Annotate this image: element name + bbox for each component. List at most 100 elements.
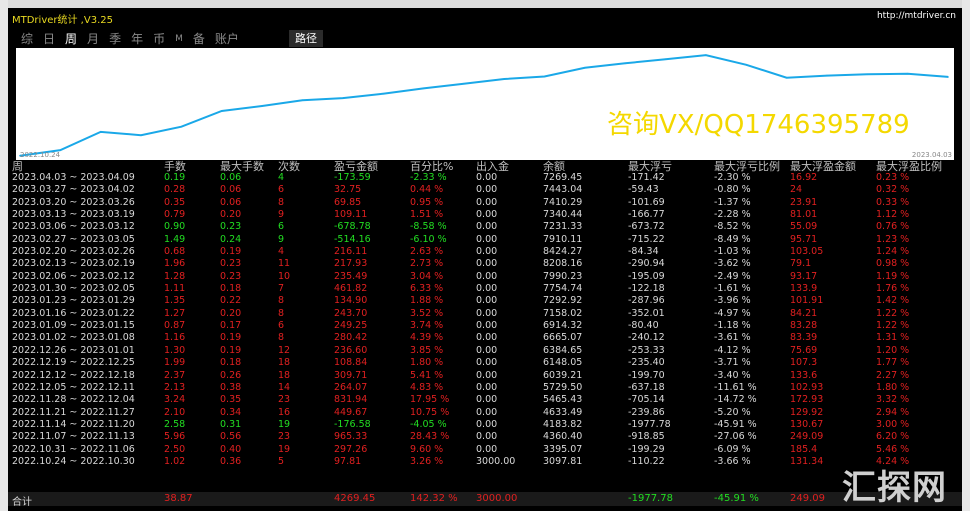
- cell-week: 2023.04.03 ~ 2023.04.09: [12, 172, 135, 183]
- cell-lots: 0.68: [164, 246, 186, 258]
- cell-max_lots: 0.17: [220, 320, 242, 332]
- chart-end-date: 2023.04.03: [911, 151, 952, 159]
- table-header: 周 手数 最大手数 次数 盈亏金额 百分比% 出入金 余额 最大浮亏 最大浮亏比例 最大浮盈金额 最大…: [8, 158, 962, 173]
- cell-week: 2022.12.26 ~ 2023.01.01: [12, 344, 135, 356]
- footer-pl: 4269.45: [334, 493, 376, 504]
- tab-4[interactable]: 季: [109, 32, 122, 46]
- cell-week: 2022.11.07 ~ 2022.11.13: [12, 431, 135, 443]
- cell-io: 0.00: [476, 233, 498, 245]
- cell-lots: 0.79: [164, 209, 186, 221]
- weekly-table-body: 2023.04.03 ~ 2023.04.09 0.19 0.06 4 -173.59 -…: [8, 172, 962, 468]
- cell-pct: 1.51 %: [410, 209, 444, 221]
- cell-mddp: -2.28 %: [714, 209, 751, 221]
- tab-5[interactable]: 年: [131, 32, 144, 46]
- cell-mddp: -3.66 %: [714, 455, 751, 467]
- cell-mdd: -235.40: [628, 357, 665, 369]
- cell-max_lots: 0.36: [220, 455, 242, 467]
- cell-mdd: -290.94: [628, 258, 665, 270]
- cell-week: 2023.02.06 ~ 2023.02.12: [12, 270, 135, 282]
- cell-mfep: 1.77 %: [876, 357, 910, 369]
- website-link[interactable]: http://mtdriver.cn: [876, 11, 956, 21]
- cell-io: 0.00: [476, 295, 498, 307]
- cell-bal: 7231.33: [543, 221, 583, 233]
- cell-mfep: 1.19 %: [876, 270, 910, 282]
- cell-pl: 449.67: [334, 406, 368, 418]
- equity-point: [140, 134, 142, 137]
- cell-lots: 0.28: [164, 184, 186, 196]
- cell-mddp: -8.49 %: [714, 233, 751, 245]
- footer-max-float-profit: 249.09: [790, 493, 825, 504]
- cell-pct: 1.88 %: [410, 295, 444, 307]
- cell-mddp: -3.71 %: [714, 357, 751, 369]
- equity-point: [866, 73, 869, 76]
- tab-3[interactable]: 月: [87, 32, 100, 46]
- table-row: 2023.02.13 ~ 2023.02.19 1.96 0.23 11 217.93 2…: [8, 258, 962, 270]
- equity-point: [180, 125, 183, 128]
- cell-mddp: -14.72 %: [714, 394, 757, 406]
- cell-io: 0.00: [476, 270, 498, 282]
- cell-pct: 2.73 %: [410, 258, 444, 270]
- cell-max_lots: 0.20: [220, 209, 242, 221]
- cell-mfe: 131.34: [790, 455, 824, 467]
- cell-max_lots: 0.24: [220, 233, 242, 245]
- cell-pl: 235.49: [334, 270, 368, 282]
- cell-count: 6: [278, 320, 285, 332]
- cell-max_lots: 0.40: [220, 443, 242, 455]
- cell-lots: 0.19: [164, 172, 186, 183]
- cell-pl: 280.42: [334, 332, 368, 344]
- tab-9[interactable]: 账户: [214, 32, 239, 46]
- cell-mdd: -101.69: [628, 196, 665, 208]
- cell-bal: 6384.65: [543, 344, 583, 356]
- equity-point: [19, 154, 21, 157]
- equity-point: [301, 99, 304, 101]
- cell-mfe: 133.9: [790, 283, 818, 295]
- tab-2[interactable]: 周: [65, 32, 78, 46]
- table-row: 2022.12.26 ~ 2023.01.01 1.30 0.19 12 236.60 3…: [8, 345, 962, 357]
- cell-mdd: -199.70: [628, 369, 665, 381]
- cell-week: 2023.02.13 ~ 2023.02.19: [12, 258, 135, 270]
- cell-week: 2023.01.16 ~ 2023.01.22: [12, 307, 135, 319]
- column-header-5: 百分比%: [410, 160, 454, 173]
- cell-mdd: -122.18: [628, 283, 665, 295]
- cell-count: 5: [278, 455, 285, 467]
- table-row: 2022.12.19 ~ 2022.12.25 1.99 0.18 18 108.84 1…: [8, 357, 962, 369]
- table-row: 2022.11.07 ~ 2022.11.13 5.96 0.56 23 965.33 2…: [8, 431, 962, 443]
- tab-8[interactable]: 备: [192, 32, 205, 46]
- equity-point: [503, 78, 505, 80]
- equity-point: [341, 97, 344, 99]
- cell-count: 16: [278, 406, 291, 418]
- cell-mfep: 4.24 %: [876, 455, 910, 467]
- cell-mddp: -6.09 %: [714, 443, 751, 455]
- equity-chart: [16, 48, 954, 160]
- cell-bal: 7340.44: [543, 209, 583, 221]
- cell-mddp: -3.61 %: [714, 332, 751, 344]
- cell-mddp: -4.12 %: [714, 344, 751, 356]
- cell-io: 0.00: [476, 431, 498, 443]
- cell-lots: 3.24: [164, 394, 186, 406]
- cell-week: 2022.11.21 ~ 2022.11.27: [12, 406, 135, 418]
- tab-0[interactable]: 综: [21, 32, 34, 46]
- cell-count: 7: [278, 283, 285, 295]
- cell-mddp: -2.30 %: [714, 172, 751, 183]
- tab-6[interactable]: 币: [153, 32, 166, 46]
- cell-lots: 2.13: [164, 381, 186, 393]
- tab-1[interactable]: 日: [43, 32, 56, 46]
- cell-mfe: 24: [790, 184, 803, 196]
- cell-pct: 9.60 %: [410, 443, 444, 455]
- cell-pl: 97.81: [334, 455, 362, 467]
- cell-mfep: 1.20 %: [876, 344, 910, 356]
- cell-pl: 461.82: [334, 283, 368, 295]
- cell-mdd: -84.34: [628, 246, 659, 258]
- path-button[interactable]: 路径: [289, 30, 323, 47]
- cell-io: 0.00: [476, 443, 498, 455]
- cell-mdd: -166.77: [628, 209, 665, 221]
- cell-pl: 243.70: [334, 307, 368, 319]
- tab-7[interactable]: M: [175, 34, 183, 44]
- cell-week: 2022.12.19 ~ 2022.12.25: [12, 357, 135, 369]
- cell-mfep: 3.32 %: [876, 394, 910, 406]
- equity-point: [906, 72, 909, 75]
- cell-lots: 0.90: [164, 221, 186, 233]
- column-header-3: 次数: [278, 160, 300, 173]
- cell-pl: 264.07: [334, 381, 368, 393]
- cell-io: 0.00: [476, 320, 498, 332]
